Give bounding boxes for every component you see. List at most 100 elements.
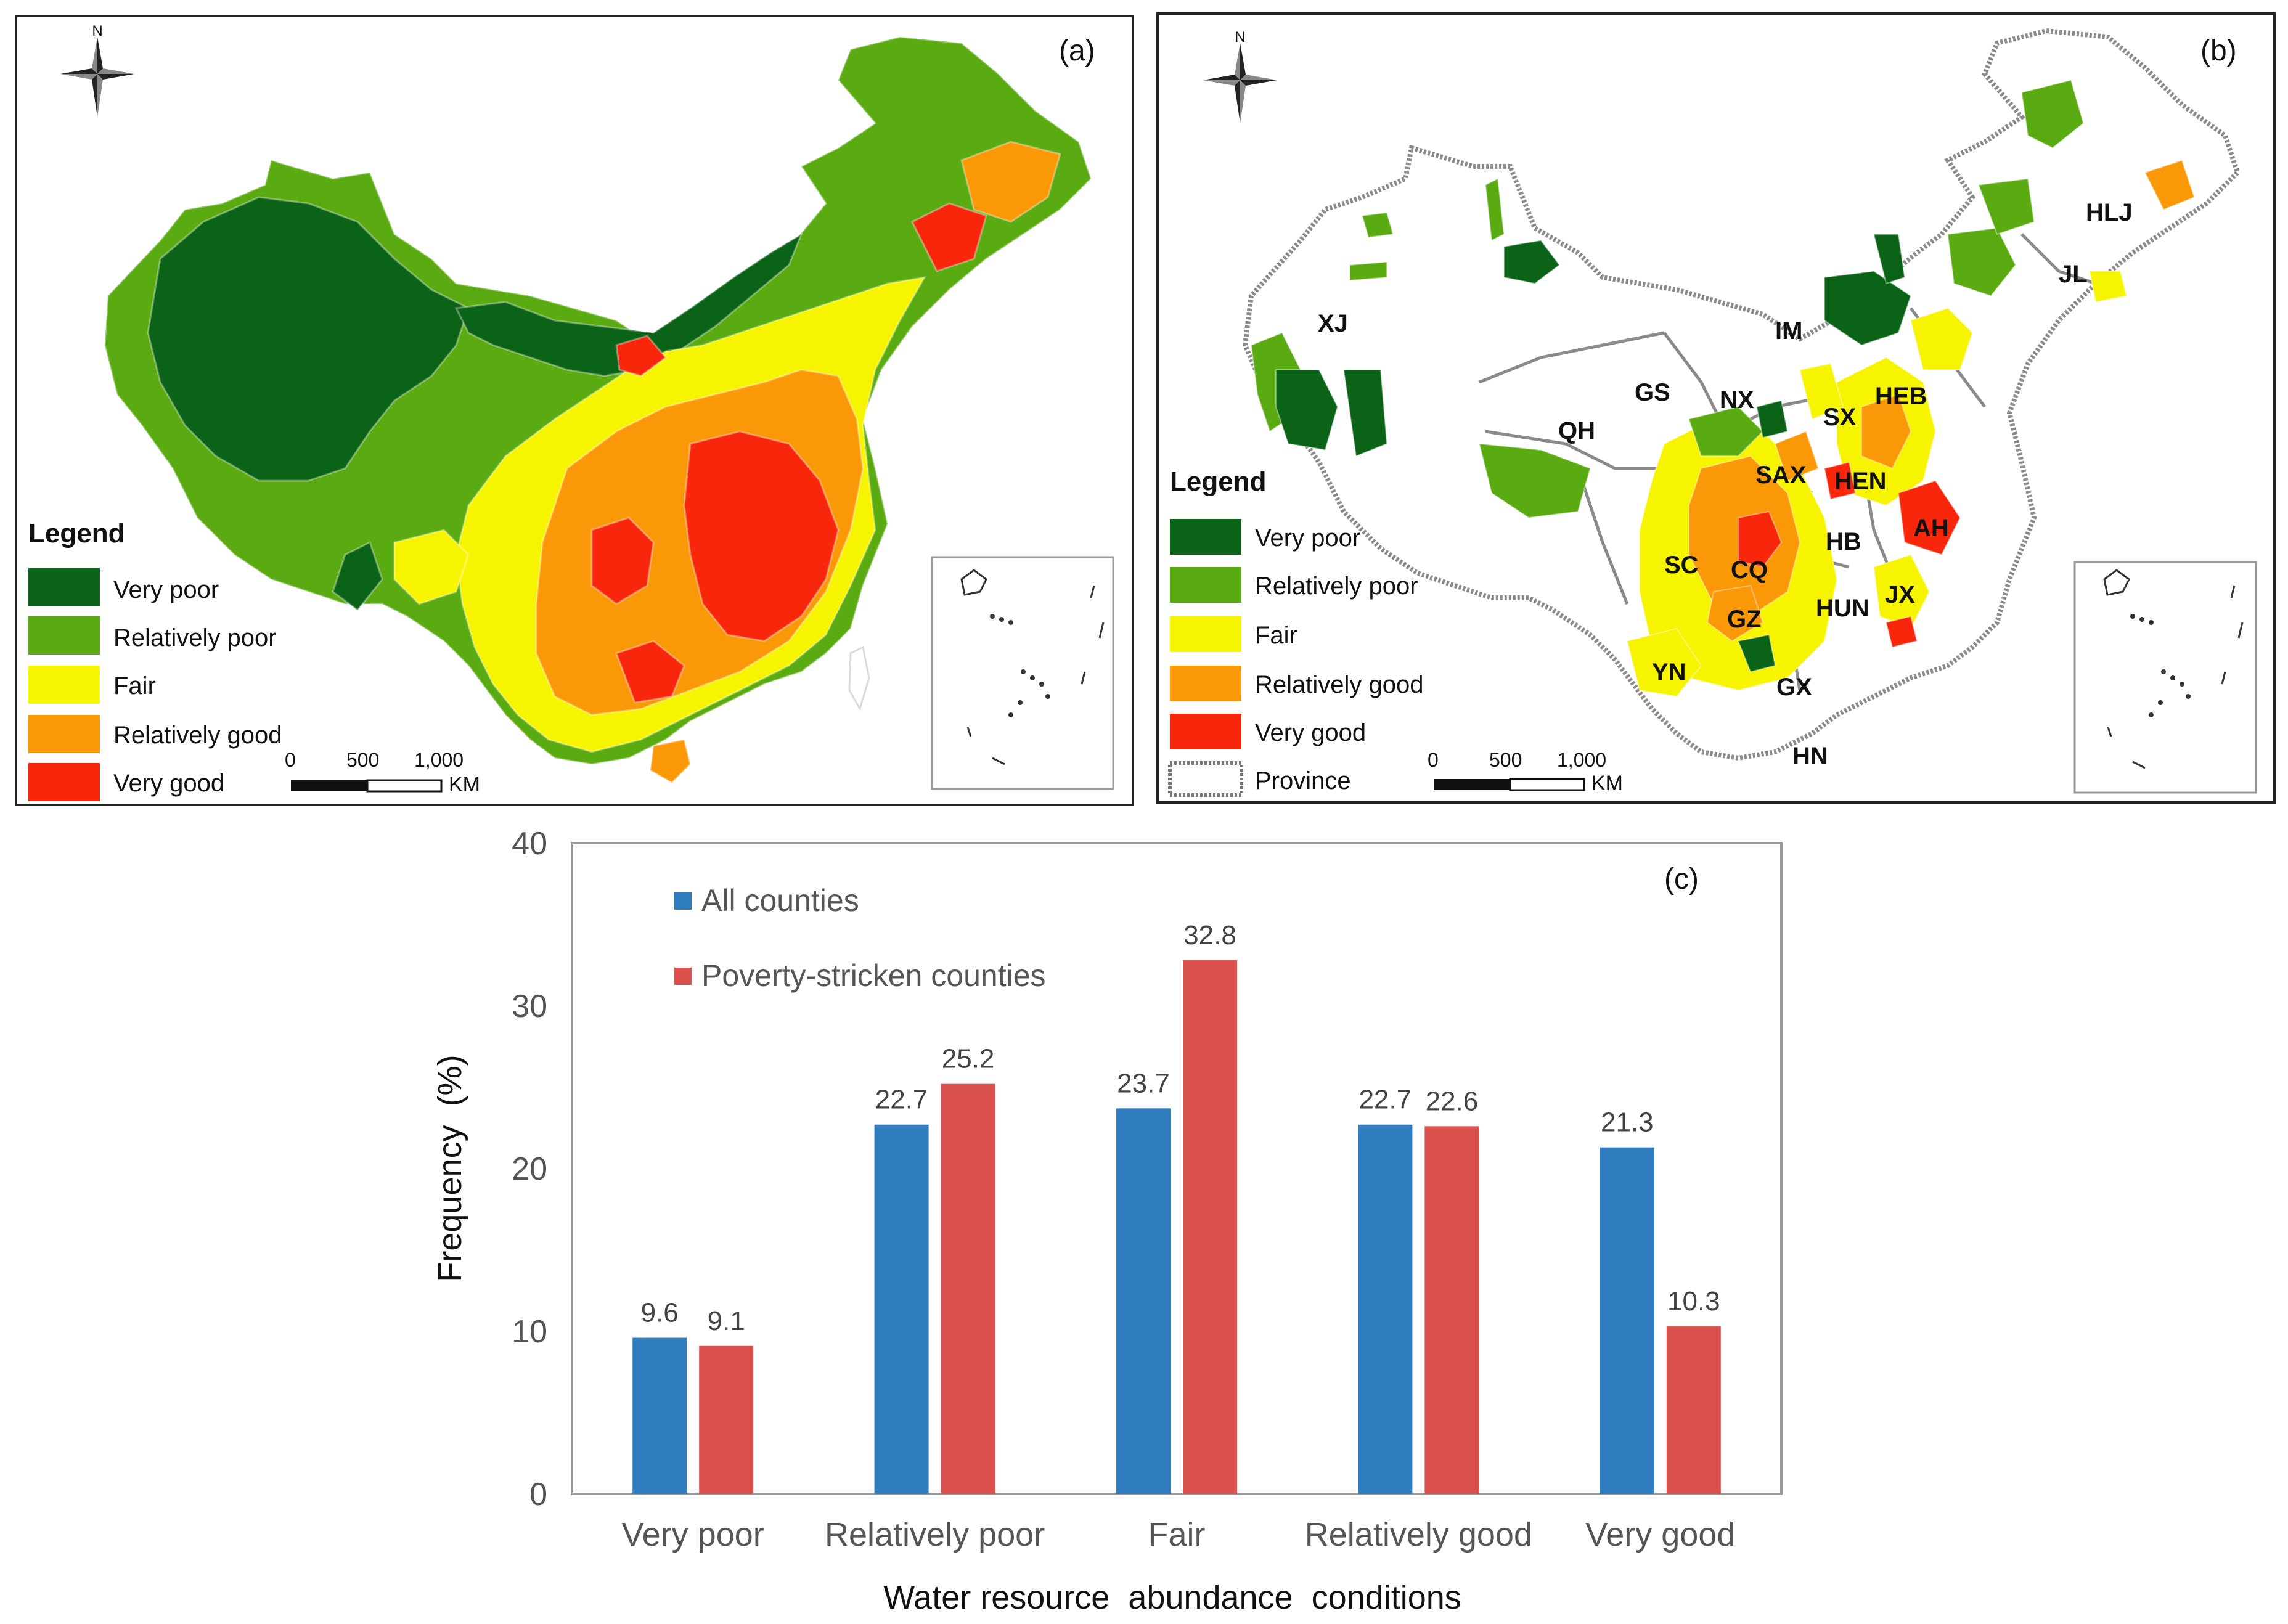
map-a-island-taiwan — [848, 645, 870, 711]
data-label-all-counties-very-poor: 9.6 — [641, 1298, 679, 1328]
map-a-island-hainan — [649, 738, 692, 784]
map-a-region-very-poor-tibet — [332, 541, 383, 612]
y-tick-label-0: 0 — [529, 1477, 547, 1512]
map-b-patch-xj-small2 — [1484, 177, 1505, 242]
province-label-heb: HEB — [1875, 383, 1927, 410]
legend-c-label-poverty: Poverty-stricken counties — [701, 958, 1046, 993]
province-label-jl: JL — [2059, 261, 2088, 288]
legend-b-swatch-relatively-poor — [1170, 567, 1241, 603]
legend-b-swatch-province — [1168, 761, 1243, 797]
x-axis: Very poor Relatively poor Fair Relatively g… — [622, 1516, 1736, 1553]
map-a-region-red-north — [615, 335, 668, 377]
x-category-label-very-poor: Very poor — [622, 1516, 764, 1553]
scale-a-bar-empty — [366, 779, 443, 793]
map-a-china-shape — [104, 36, 1092, 784]
legend-b: Legend Very poor Relatively poor Fair Re… — [1168, 467, 1424, 797]
legend-a-label-very-good: Very good — [113, 770, 224, 797]
map-b-patch-ne-orange — [2144, 159, 2196, 211]
panel-label-b: (b) — [2200, 35, 2237, 67]
bar-all-counties-relatively-good — [1358, 1124, 1413, 1494]
province-label-gz: GZ — [1727, 606, 1762, 633]
legend-a-swatch-very-good — [28, 763, 100, 801]
province-label-qh: QH — [1558, 417, 1595, 444]
map-b-patch-ah-red — [1897, 479, 1961, 556]
province-labels: XJ IM HLJ JL GS NX QH SX HEB SAX HEN AH … — [1318, 199, 2133, 770]
legend-a-label-relatively-good: Relatively good — [113, 722, 282, 749]
map-panel-a: N (a) Legend Very poor Relatively poor F… — [15, 15, 1134, 806]
bars-group: 9.6 9.1 22.7 25.2 23.7 32.8 22.7 22.6 21.3 10.3 — [632, 920, 1721, 1494]
map-a-region-very-good-south — [615, 640, 685, 704]
province-label-hn: HN — [1792, 743, 1828, 770]
scale-b-bar-filled — [1434, 779, 1510, 790]
legend-b-label-very-good: Very good — [1255, 719, 1366, 746]
map-b-patch-jx-red — [1885, 615, 1918, 648]
map-a-region-yellow-southwest — [393, 529, 470, 605]
data-label-all-counties-fair: 23.7 — [1117, 1068, 1170, 1098]
x-category-label-fair: Fair — [1148, 1516, 1206, 1553]
map-b-patch-central-red — [1738, 510, 1783, 568]
legend-c-swatch-poverty — [674, 968, 692, 985]
compass-north-label-b: N — [1235, 29, 1245, 46]
legend-b-swatch-very-poor — [1170, 519, 1241, 555]
bar-all-counties-fair — [1116, 1108, 1171, 1494]
bar-poverty-stricken-counties-relatively-good — [1424, 1126, 1479, 1494]
bar-poverty-stricken-counties-relatively-poor — [941, 1083, 995, 1494]
y-axis: 0 10 20 30 40 — [512, 826, 547, 1512]
bar-all-counties-very-poor — [632, 1337, 687, 1494]
map-b-patch-xj-small — [1361, 211, 1394, 239]
data-label-poverty-stricken-counties-relatively-good: 22.6 — [1426, 1086, 1479, 1116]
province-label-gs: GS — [1635, 379, 1670, 406]
y-tick-label-10: 10 — [512, 1314, 547, 1350]
y-tick-label-20: 20 — [512, 1151, 547, 1187]
data-label-poverty-stricken-counties-very-good: 10.3 — [1667, 1286, 1720, 1316]
map-b-patch-yn-yellow — [1626, 627, 1702, 698]
data-label-poverty-stricken-counties-very-poor: 9.1 — [708, 1306, 745, 1336]
legend-a: Legend Very poor Relatively poor Fair Re… — [28, 518, 282, 801]
map-b-patch-im-dark — [1824, 270, 1912, 346]
chart-y-axis-title: Frequency (%) — [431, 1055, 468, 1282]
map-b-patch-gs-dark — [1503, 239, 1561, 285]
legend-c-swatch-all — [674, 892, 692, 910]
map-b-patch-sx-yellow — [1799, 362, 1844, 420]
x-category-label-relatively-good: Relatively good — [1305, 1516, 1532, 1553]
inset-map-b — [2074, 561, 2257, 794]
inset-map-icon-a — [960, 569, 1105, 765]
legend-b-swatch-fair — [1170, 616, 1241, 652]
scale-b-tick-1000: 1,000 — [1557, 749, 1606, 771]
province-label-sax: SAX — [1755, 462, 1807, 489]
legend-b-label-province: Province — [1255, 767, 1351, 794]
province-label-xj: XJ — [1318, 310, 1348, 337]
map-b-patch-qh-green — [1478, 443, 1591, 519]
bar-all-counties-relatively-poor — [874, 1124, 929, 1494]
province-label-hun: HUN — [1816, 595, 1869, 622]
map-b-patch-hlj-green — [2020, 79, 2085, 149]
legend-b-label-very-poor: Very poor — [1255, 524, 1360, 552]
map-a-region-very-good-east — [683, 430, 840, 642]
compass-icon-a: N — [60, 23, 134, 117]
legend-b-swatch-very-good — [1170, 714, 1241, 749]
map-b-patch-xj-dark2 — [1342, 369, 1388, 457]
province-label-cq: CQ — [1731, 557, 1768, 584]
scale-bar-a: 0 500 1,000 KM — [285, 749, 480, 796]
data-label-poverty-stricken-counties-fair: 32.8 — [1183, 920, 1236, 950]
inset-map-a — [931, 556, 1114, 790]
scale-a-tick-1000: 1,000 — [414, 749, 464, 771]
legend-c: All counties Poverty-stricken counties — [674, 883, 1046, 993]
province-label-yn: YN — [1652, 659, 1686, 686]
map-b-patch-gx-green — [1737, 634, 1776, 673]
scale-b-unit: KM — [1591, 772, 1623, 795]
map-b-patch-gz-orange — [1706, 584, 1764, 642]
legend-a-label-relatively-poor: Relatively poor — [113, 624, 277, 651]
bar-poverty-stricken-counties-very-poor — [699, 1345, 754, 1494]
bar-all-counties-very-good — [1600, 1147, 1654, 1494]
legend-b-title: Legend — [1170, 467, 1266, 497]
province-label-sc: SC — [1664, 552, 1699, 579]
map-a-region-very-poor-north — [454, 232, 804, 377]
bar-poverty-stricken-counties-fair — [1183, 960, 1237, 1494]
map-a-region-very-poor-west — [147, 196, 470, 482]
legend-b-label-relatively-good: Relatively good — [1255, 671, 1424, 698]
map-b-patch-hen-red — [1823, 461, 1857, 500]
legend-a-label-fair: Fair — [113, 672, 156, 700]
province-label-sx: SX — [1823, 404, 1857, 431]
